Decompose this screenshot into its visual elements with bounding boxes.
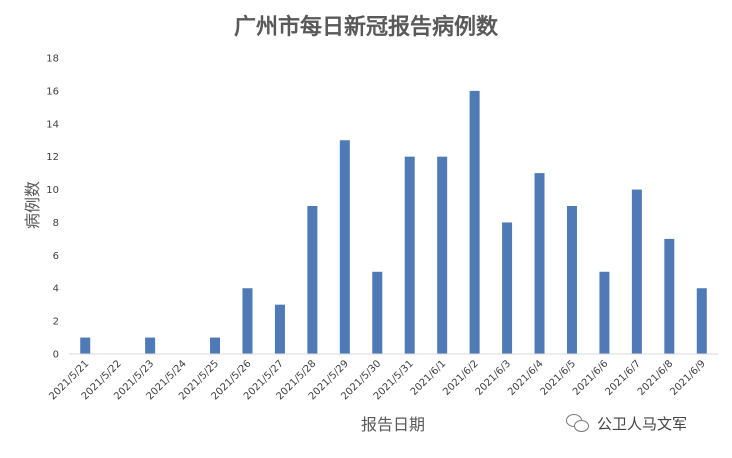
bar bbox=[307, 206, 318, 354]
chart-title: 广州市每日新冠报告病例数 bbox=[234, 14, 499, 40]
y-tick-label: 6 bbox=[53, 251, 59, 262]
y-tick-label: 8 bbox=[53, 218, 59, 229]
watermark-text: 公卫人马文军 bbox=[597, 414, 688, 433]
y-tick-label: 4 bbox=[53, 284, 59, 295]
bar bbox=[534, 173, 545, 354]
x-axis-title: 报告日期 bbox=[361, 415, 425, 434]
bar bbox=[145, 337, 156, 354]
bar bbox=[696, 288, 707, 354]
y-tick-label: 14 bbox=[46, 119, 59, 130]
x-tick-label: 2021/6/9 bbox=[668, 358, 708, 398]
bar bbox=[242, 288, 253, 354]
bar bbox=[372, 271, 383, 354]
bar bbox=[404, 156, 415, 354]
y-tick-label: 10 bbox=[46, 185, 59, 196]
y-tick-label: 0 bbox=[53, 350, 59, 361]
y-axis-title: 病例数 bbox=[23, 181, 42, 229]
bar bbox=[80, 337, 91, 354]
wechat-icon bbox=[565, 412, 591, 434]
bar bbox=[502, 222, 513, 354]
bar bbox=[664, 238, 675, 354]
x-axis-ticks: 2021/5/212021/5/222021/5/232021/5/242021… bbox=[47, 358, 708, 402]
y-tick-label: 12 bbox=[46, 152, 59, 163]
bar bbox=[274, 304, 285, 354]
bars bbox=[80, 90, 707, 354]
bar bbox=[631, 189, 642, 354]
bar bbox=[566, 206, 577, 354]
bar bbox=[339, 140, 350, 354]
bar bbox=[469, 90, 480, 354]
y-tick-label: 18 bbox=[46, 54, 59, 65]
bar bbox=[437, 156, 448, 354]
watermark: 公卫人马文军 bbox=[565, 410, 725, 436]
y-axis-ticks: 0 2 4 6 8 10 12 14 16 18 bbox=[46, 54, 59, 361]
bar bbox=[599, 271, 610, 354]
y-tick-label: 16 bbox=[46, 86, 59, 97]
y-tick-label: 2 bbox=[53, 317, 59, 328]
bar bbox=[210, 337, 221, 354]
